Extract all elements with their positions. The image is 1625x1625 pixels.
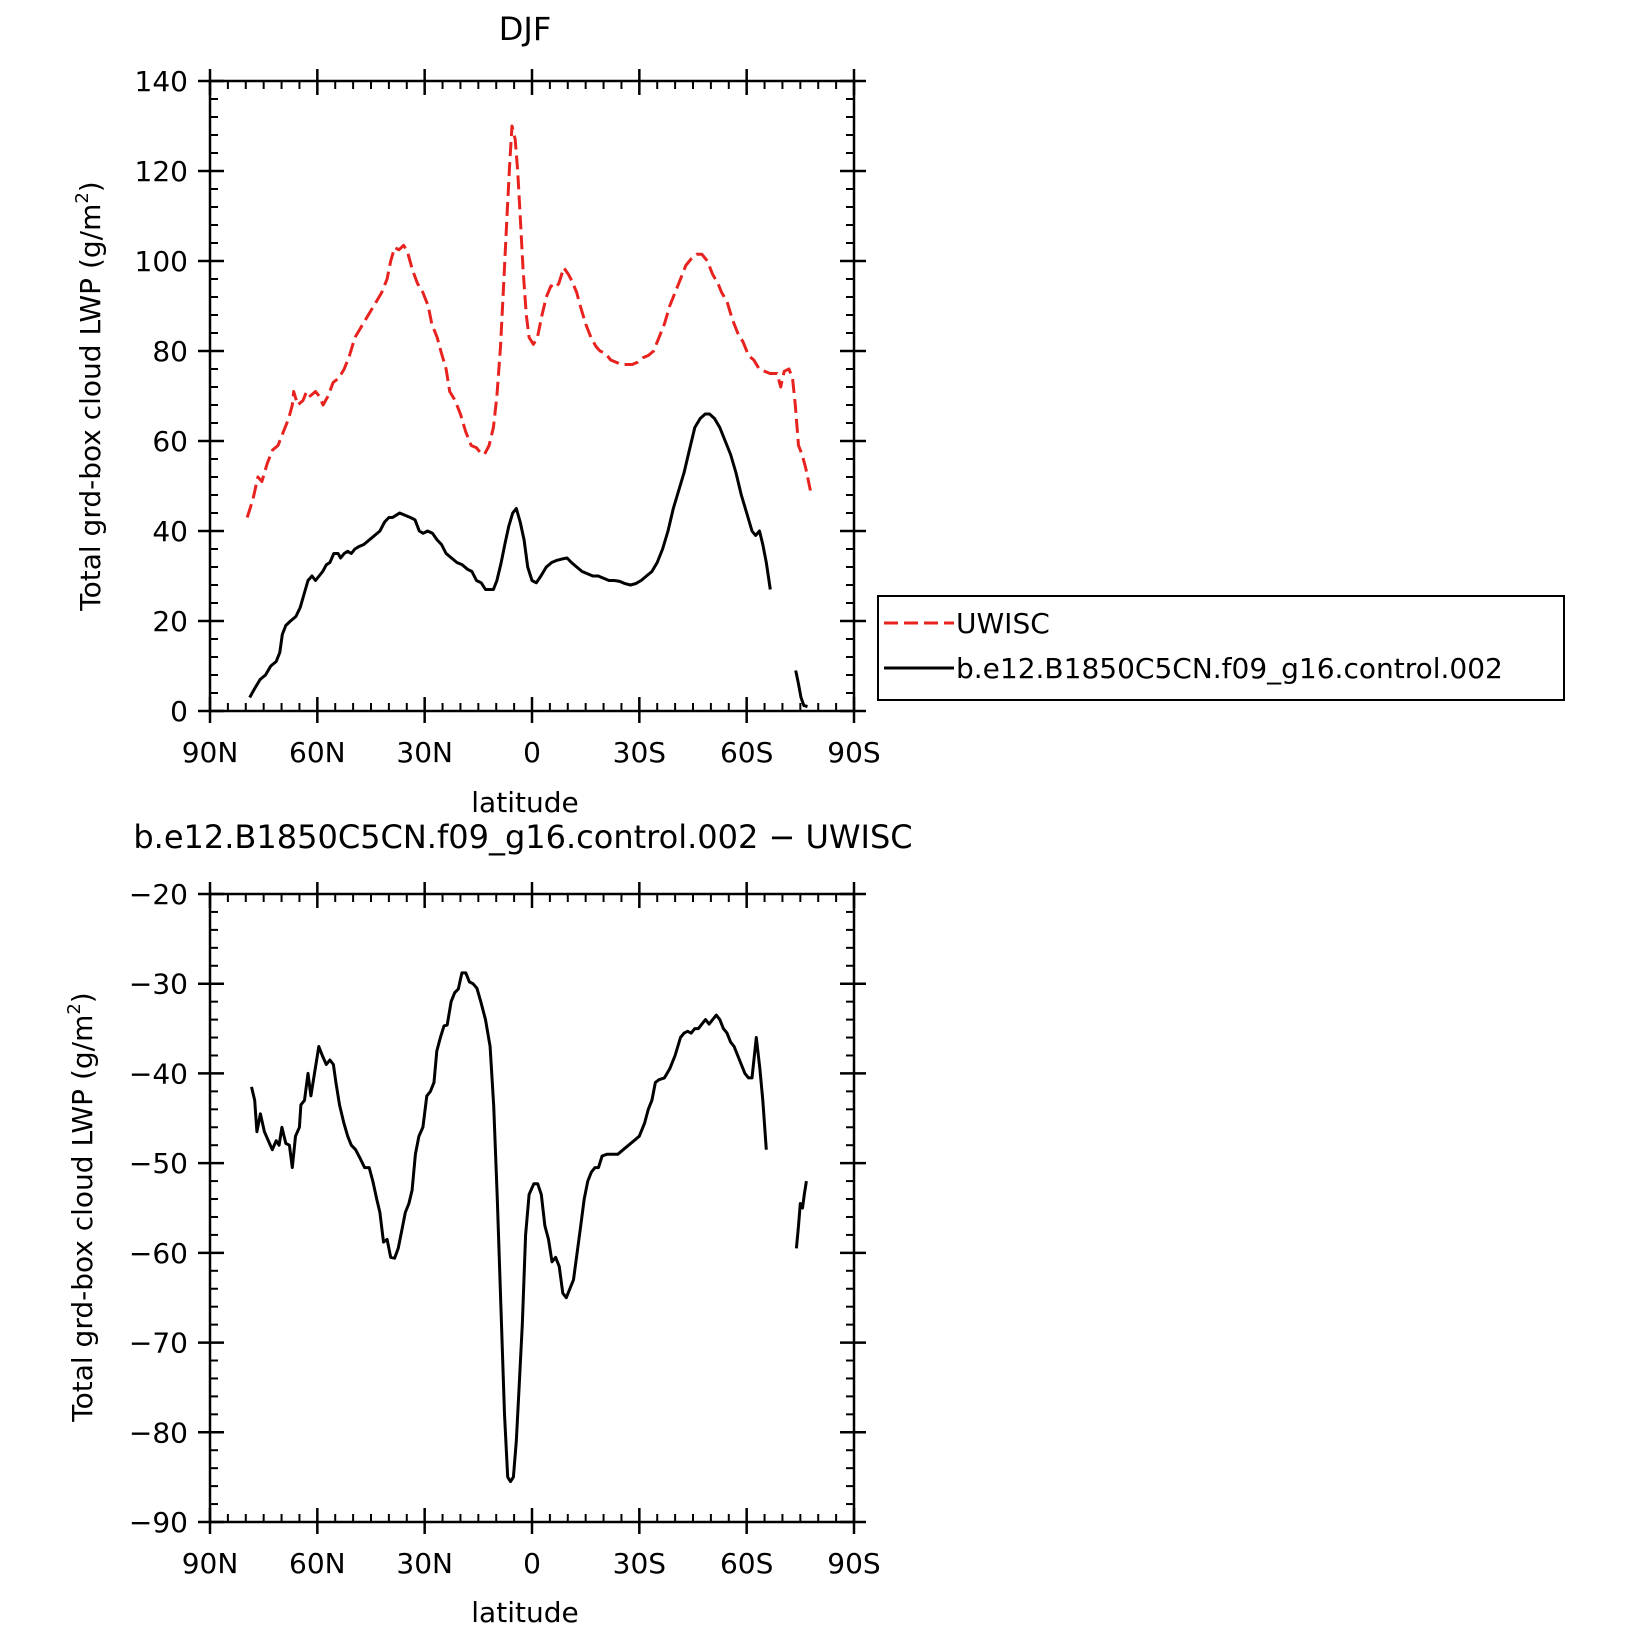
y-axis-title-superscript: 2: [72, 192, 93, 203]
x-tick-label: 60S: [720, 736, 773, 769]
x-axis-title: latitude: [471, 1596, 578, 1625]
y-tick-label: −30: [129, 968, 188, 1001]
x-tick-label: 60S: [720, 1547, 773, 1580]
y-tick-labels: −90 −80 −70 −60 −50 −40 −30 −20: [129, 878, 188, 1539]
legend-box: [877, 595, 1565, 701]
series-line-0-segment-0: [245, 124, 812, 518]
x-axis-title: latitude: [471, 786, 578, 819]
chart-title: DJF: [499, 10, 551, 48]
x-tick-label: 60N: [289, 1547, 346, 1580]
y-tick-label: −40: [129, 1057, 188, 1090]
chart-title: b.e12.B1850C5CN.f09_g16.control.002 − UW…: [133, 818, 912, 856]
difference-line-chart: b.e12.B1850C5CN.f09_g16.control.002 − UW…: [64, 818, 913, 1625]
x-tick-label: 60N: [289, 736, 346, 769]
series-line-1-segment-1: [794, 670, 808, 708]
y-tick-label: −80: [129, 1416, 188, 1449]
y-tick-label: −50: [129, 1147, 188, 1180]
y-axis-title: Total grd-box cloud LWP (g/m2): [72, 181, 107, 612]
y-tick-labels: 0 20 40 60 80 100 120 140: [135, 65, 188, 728]
x-tick-label: 90S: [827, 1547, 880, 1580]
series-line-0-segment-1: [794, 1180, 808, 1249]
y-tick-label: 80: [152, 335, 188, 368]
y-tick-label: 20: [152, 605, 188, 638]
x-tick-label: 30N: [396, 1547, 453, 1580]
y-tick-label: 140: [135, 65, 188, 98]
y-tick-label: 0: [170, 695, 188, 728]
y-axis-title-close: ): [66, 992, 99, 1003]
y-tick-label: 40: [152, 515, 188, 548]
x-tick-label: 0: [523, 736, 541, 769]
legend-label-uwisc: UWISC: [956, 607, 1050, 640]
y-axis-title: Total grd-box cloud LWP (g/m2): [64, 992, 99, 1423]
x-tick-label: 30S: [613, 736, 666, 769]
legend: UWISC b.e12.B1850C5CN.f09_g16.control.00…: [877, 595, 1565, 701]
y-tick-label: −90: [129, 1506, 188, 1539]
plot-frame: [208, 79, 856, 713]
y-tick-label: −70: [129, 1327, 188, 1360]
x-tick-label: 90N: [182, 736, 239, 769]
series-lines: [245, 124, 812, 708]
y-tick-label: 120: [135, 155, 188, 188]
y-tick-label: −60: [129, 1237, 188, 1270]
x-tick-label: 90N: [182, 1547, 239, 1580]
x-tick-labels: 90N 60N 30N 0 30S 60S 90S: [182, 1547, 881, 1580]
y-axis-title-main: Total grd-box cloud LWP (g/m: [66, 1015, 99, 1423]
series-lines: [250, 971, 808, 1484]
tick-marks: [198, 882, 866, 1534]
x-tick-label: 0: [523, 1547, 541, 1580]
y-axis-title-superscript: 2: [64, 1003, 85, 1014]
y-tick-label: 60: [152, 425, 188, 458]
y-axis-title-main: Total grd-box cloud LWP (g/m: [74, 204, 107, 612]
y-axis-title-close: ): [74, 181, 107, 192]
x-tick-label: 30N: [396, 736, 453, 769]
series-line-0-segment-0: [250, 971, 768, 1484]
y-tick-label: −20: [129, 878, 188, 911]
x-tick-labels: 90N 60N 30N 0 30S 60S 90S: [182, 736, 881, 769]
legend-label-model: b.e12.B1850C5CN.f09_g16.control.002: [956, 652, 1503, 685]
x-tick-label: 30S: [613, 1547, 666, 1580]
plot-frame: [208, 892, 856, 1524]
tick-marks: [198, 69, 866, 723]
y-tick-label: 100: [135, 245, 188, 278]
x-tick-label: 90S: [827, 736, 880, 769]
series-line-1-segment-0: [248, 412, 772, 699]
